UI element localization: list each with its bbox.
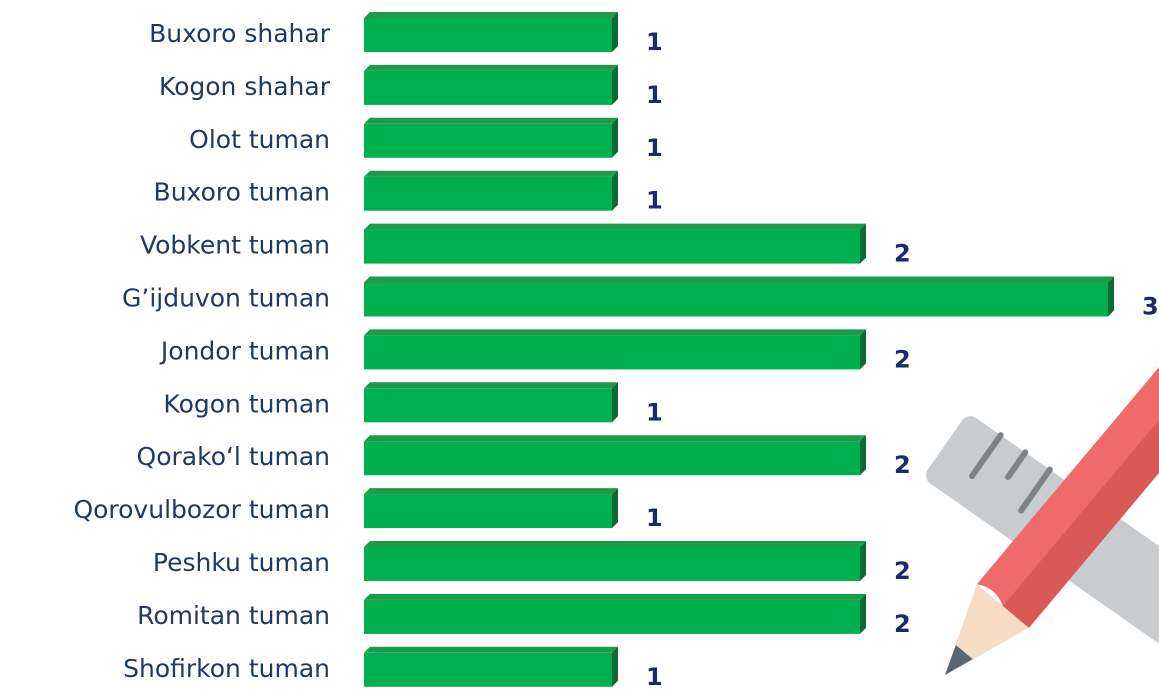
value-label: 1 [646, 187, 663, 215]
category-label: Shofirkon tuman [123, 654, 330, 683]
bar [364, 70, 612, 105]
bar-side [612, 117, 618, 158]
value-label: 2 [894, 240, 911, 268]
value-label: 1 [646, 504, 663, 532]
bar-top [364, 435, 866, 442]
bar-side [612, 382, 618, 423]
bar-side [612, 64, 618, 105]
category-label: Vobkent tuman [140, 231, 330, 260]
bar [364, 441, 860, 476]
category-label: Qorako‘l tuman [137, 442, 330, 471]
bar-side [860, 593, 866, 634]
category-label: Buxoro shahar [149, 19, 331, 48]
value-label: 1 [646, 81, 663, 109]
bar [364, 229, 860, 264]
value-label: 1 [646, 663, 663, 691]
category-label: Kogon tuman [163, 389, 330, 418]
bars: Buxoro shahar 1 Kogon shahar 1 Olot tuman 1 Bu… [73, 12, 1159, 691]
illustration [925, 270, 1159, 691]
bar [364, 335, 860, 370]
bar [364, 652, 612, 687]
bar-top [364, 170, 618, 177]
category-label: Romitan tuman [137, 601, 330, 630]
bar-top [364, 329, 866, 336]
category-label: Olot tuman [189, 125, 330, 154]
bar-side [612, 488, 618, 529]
bar-side [860, 435, 866, 476]
bar [364, 176, 612, 211]
category-label: Peshku tuman [153, 548, 330, 577]
category-label: Qorovulbozor tuman [73, 495, 330, 524]
bar-side [860, 329, 866, 370]
value-label: 3 [1142, 293, 1159, 321]
bar [364, 123, 612, 158]
bar [364, 494, 612, 529]
category-label: Jondor tuman [159, 336, 330, 365]
bar-side [612, 12, 618, 52]
bar-side [612, 170, 618, 211]
bar-side [860, 223, 866, 264]
bar-top [364, 541, 866, 547]
bar-top [364, 12, 618, 18]
category-label: Kogon shahar [159, 72, 331, 101]
bar-side [860, 541, 866, 581]
bar-side [1108, 276, 1114, 317]
bar-top [364, 117, 618, 124]
bar-top [364, 276, 1114, 283]
value-label: 1 [646, 28, 663, 56]
value-label: 2 [894, 610, 911, 638]
bar [364, 388, 612, 423]
bar-top [364, 223, 866, 230]
value-label: 1 [646, 398, 663, 426]
bar-side [612, 646, 618, 687]
bar [364, 547, 860, 581]
bar-top [364, 382, 618, 389]
value-label: 2 [894, 451, 911, 479]
bar-top [364, 64, 618, 71]
value-label: 2 [894, 345, 911, 373]
bar-top [364, 593, 866, 600]
value-label: 1 [646, 134, 663, 162]
bar-top [364, 646, 618, 653]
bar [364, 282, 1108, 317]
value-label: 2 [894, 557, 911, 585]
category-label: G’ijduvon tuman [122, 284, 330, 313]
bar [364, 599, 860, 634]
pencil [945, 270, 1159, 675]
bar-top [364, 488, 618, 495]
category-label: Buxoro tuman [154, 178, 330, 207]
bar [364, 18, 612, 52]
